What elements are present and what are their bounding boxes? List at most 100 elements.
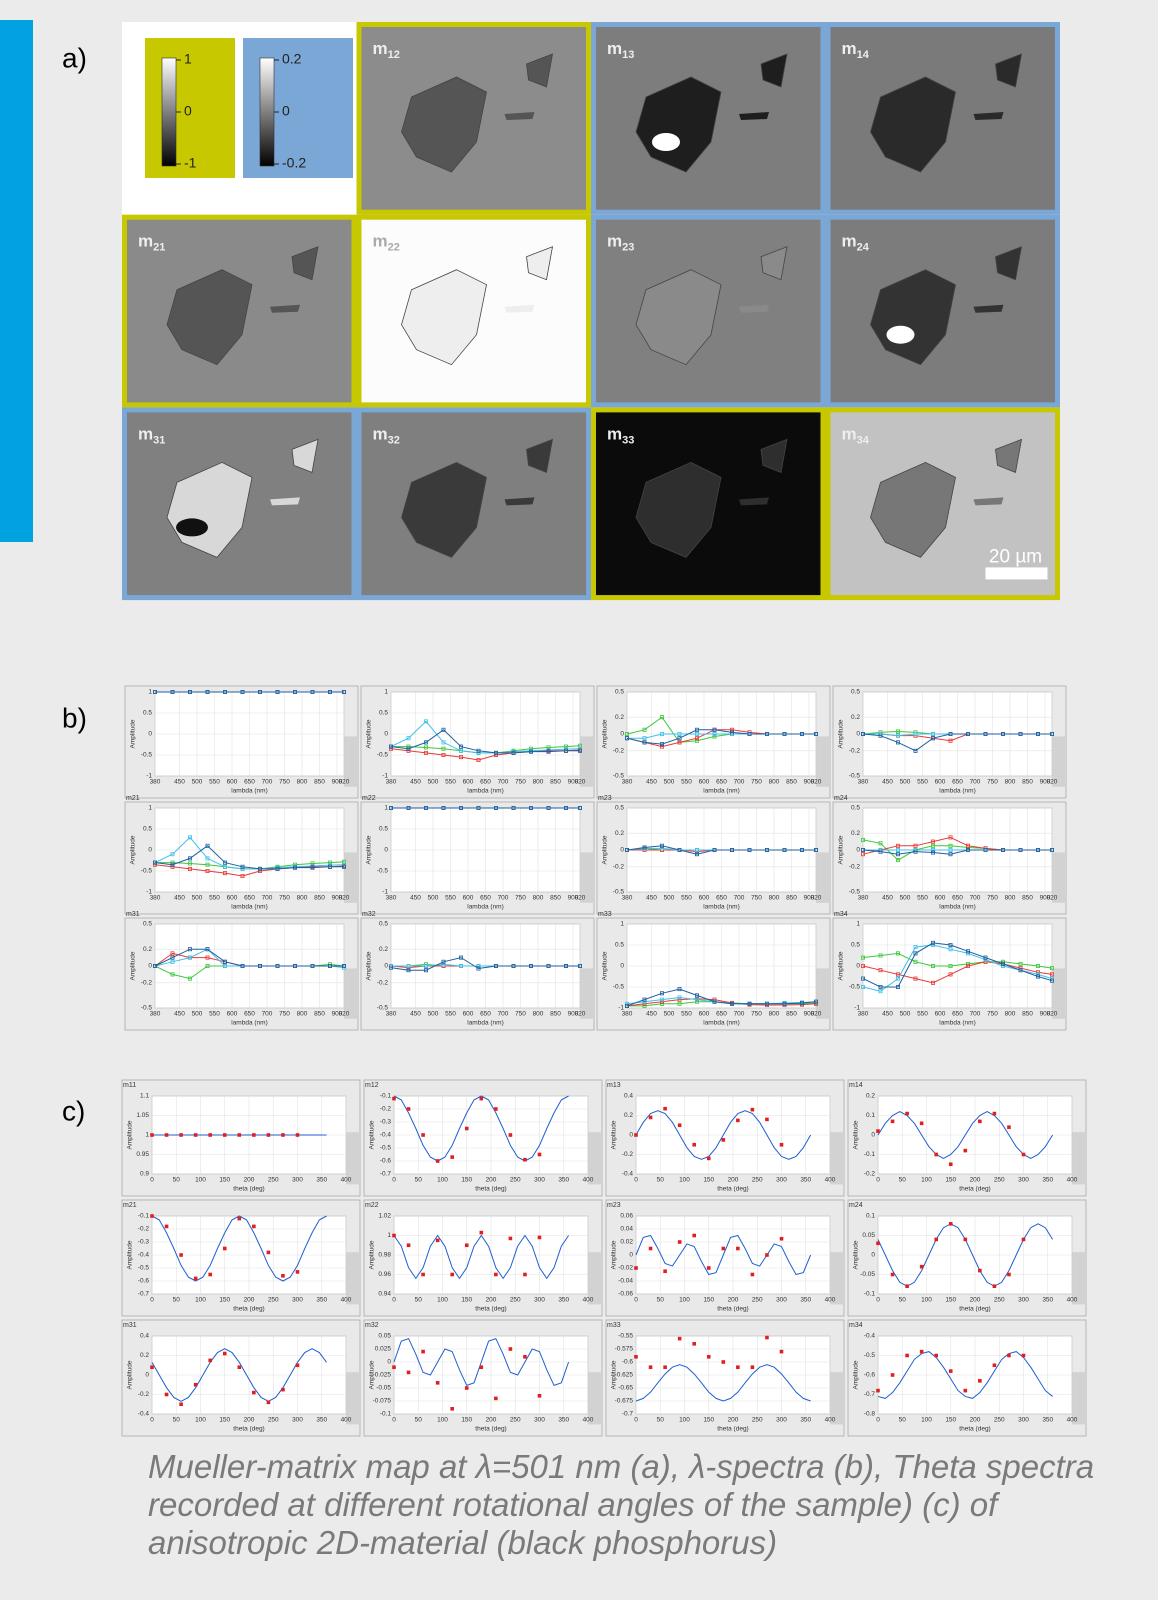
x-tick-label: 250 xyxy=(510,1417,521,1424)
x-tick-label: 600 xyxy=(935,895,946,902)
y-axis-label: Amplitude xyxy=(611,1120,618,1149)
series-marker xyxy=(730,1001,735,1006)
data-point xyxy=(765,1253,769,1257)
tile-label-index: 12 xyxy=(388,49,400,61)
tile-label-index: 13 xyxy=(622,49,634,61)
series-marker xyxy=(187,947,192,952)
y-tick-label: 0.05 xyxy=(378,1333,391,1340)
y-tick-label: 1 xyxy=(387,1232,391,1239)
data-point xyxy=(1021,1237,1026,1242)
x-tick-label: 800 xyxy=(533,779,544,786)
data-point xyxy=(890,1119,895,1124)
x-tick-label: 920 xyxy=(575,895,586,902)
series-marker xyxy=(152,964,157,969)
flake xyxy=(995,53,1023,88)
series-marker xyxy=(1036,974,1041,979)
series-marker xyxy=(187,861,192,866)
data-point xyxy=(222,1246,227,1251)
series-marker xyxy=(800,1000,805,1005)
x-tick-label: 600 xyxy=(699,1011,710,1018)
series-marker xyxy=(441,746,446,751)
x-tick-label: 900 xyxy=(332,895,343,902)
x-tick-label: 700 xyxy=(970,1011,981,1018)
data-point xyxy=(876,1129,880,1133)
x-tick-label: 380 xyxy=(858,895,869,902)
data-point xyxy=(508,1347,513,1351)
data-point xyxy=(494,1107,498,1111)
x-tick-label: 300 xyxy=(776,1177,787,1184)
series-marker xyxy=(966,964,971,969)
x-tick-label: 380 xyxy=(150,1011,161,1018)
x-tick-label: 200 xyxy=(728,1417,739,1424)
data-point xyxy=(450,1272,454,1277)
tile-label: m22 xyxy=(373,232,400,253)
x-tick-label: 380 xyxy=(386,1011,397,1018)
series-marker xyxy=(546,964,551,969)
series-marker xyxy=(800,848,805,853)
x-tick-label: 450 xyxy=(174,1011,185,1018)
x-tick-label: 100 xyxy=(437,1177,448,1184)
series-marker xyxy=(578,806,583,811)
series-marker xyxy=(948,848,953,853)
x-tick-label: 50 xyxy=(173,1297,181,1304)
series-marker xyxy=(310,690,315,695)
x-tick-label: 750 xyxy=(987,1011,998,1018)
data-point xyxy=(392,1365,396,1369)
series-marker xyxy=(660,732,665,737)
y-axis-label: Amplitude xyxy=(838,951,845,980)
data-point xyxy=(634,1133,638,1137)
y-tick-label: 0.5 xyxy=(615,689,624,696)
series-marker xyxy=(441,806,446,811)
y-tick-label: -0.5 xyxy=(377,1005,389,1012)
x-tick-label: 450 xyxy=(646,1011,657,1018)
y-tick-label: 0 xyxy=(871,1132,875,1139)
x-tick-label: 0 xyxy=(392,1297,396,1304)
series-marker xyxy=(441,753,446,758)
data-point xyxy=(406,1107,411,1111)
colorbar-label: 0.2 xyxy=(282,51,302,67)
data-point xyxy=(948,1369,953,1373)
x-tick-label: 700 xyxy=(262,779,273,786)
x-axis-label: theta (deg) xyxy=(959,1426,990,1433)
series-marker xyxy=(695,736,700,741)
x-axis-label: lambda (nm) xyxy=(231,904,267,911)
y-tick-label: -0.06 xyxy=(618,1291,633,1298)
data-point xyxy=(494,1396,498,1401)
data-point xyxy=(948,1162,953,1167)
series-marker xyxy=(861,852,866,857)
x-tick-label: 500 xyxy=(900,1011,911,1018)
x-tick-label: 920 xyxy=(339,895,350,902)
series-marker xyxy=(257,964,262,969)
series-marker xyxy=(660,715,665,720)
y-tick-label: 0.5 xyxy=(851,942,860,949)
x-tick-label: 850 xyxy=(786,779,797,786)
x-tick-label: 500 xyxy=(192,779,203,786)
x-tick-label: 250 xyxy=(268,1297,279,1304)
x-tick-label: 300 xyxy=(292,1417,303,1424)
x-tick-label: 400 xyxy=(341,1297,352,1304)
x-tick-label: 350 xyxy=(1042,1297,1053,1304)
series-marker xyxy=(205,947,210,952)
x-tick-label: 900 xyxy=(804,1011,815,1018)
x-tick-label: 400 xyxy=(825,1417,836,1424)
x-tick-label: 750 xyxy=(515,895,526,902)
series-marker xyxy=(814,999,819,1004)
series-marker xyxy=(205,843,210,848)
x-tick-label: 650 xyxy=(244,1011,255,1018)
fit-line xyxy=(635,1234,812,1276)
y-axis-label: Amplitude xyxy=(838,719,845,748)
x-tick-label: 450 xyxy=(882,1011,893,1018)
x-tick-label: 700 xyxy=(970,895,981,902)
y-tick-label: 0.5 xyxy=(143,826,152,833)
series-marker xyxy=(476,964,481,969)
series-marker xyxy=(564,964,569,969)
series-line xyxy=(862,952,1053,969)
series-line xyxy=(390,748,581,761)
y-tick-label: -0.7 xyxy=(864,1391,876,1398)
data-point xyxy=(237,1216,242,1221)
x-tick-label: 900 xyxy=(804,895,815,902)
data-point xyxy=(150,1133,154,1137)
series-marker xyxy=(896,858,901,863)
series-marker xyxy=(1050,732,1055,737)
data-point xyxy=(978,1119,982,1124)
